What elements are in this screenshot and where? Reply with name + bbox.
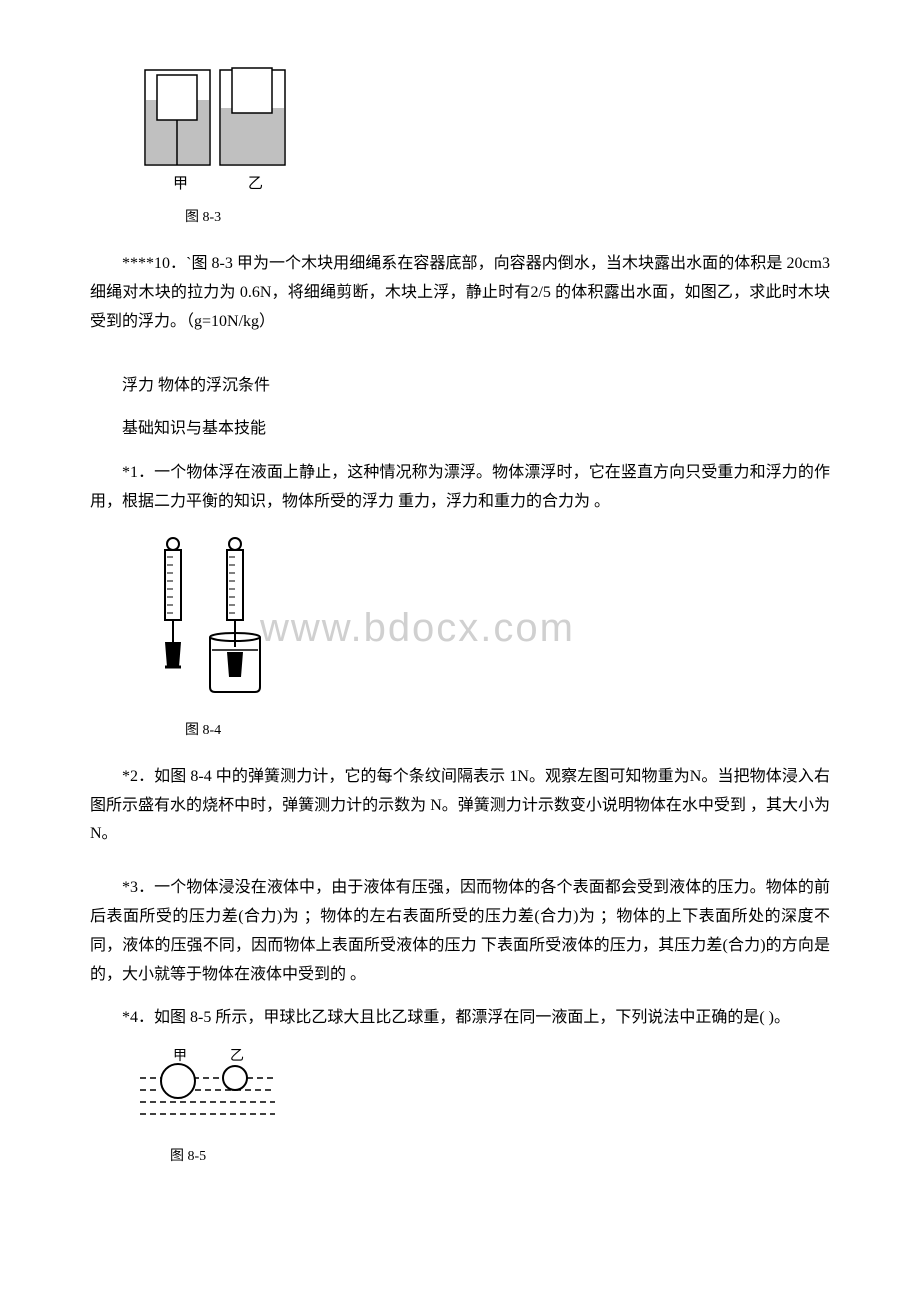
figure-8-4-caption: 图 8-4 [185,718,830,743]
question-4: *4．如图 8-5 所示，甲球比乙球大且比乙球重，都漂浮在同一液面上，下列说法中… [90,1004,830,1033]
figure-8-4-svg [135,532,305,702]
label-jia: 甲 [173,176,188,192]
question-2: *2．如图 8-4 中的弹簧测力计，它的每个条纹间隔表示 1N。观察左图可知物重… [90,763,830,849]
figure-8-3: 甲 乙 [135,60,830,200]
section-heading: 浮力 物体的浮沉条件 [90,372,830,401]
label-yi-8-5: 乙 [230,1048,244,1064]
question-10: ****10．`图 8-3 甲为一个木块用细绳系在容器底部，向容器内倒水，当木块… [90,250,830,336]
figure-8-5-svg: 甲 乙 [135,1048,285,1128]
document-content: 甲 乙 图 8-3 ****10．`图 8-3 甲为一个木块用细绳系在容器底部，… [90,60,830,1169]
figure-8-3-caption: 图 8-3 [185,205,830,230]
question-3: *3．一个物体浸没在液体中，由于液体有压强，因而物体的各个表面都会受到液体的压力… [90,874,830,989]
label-yi: 乙 [248,176,263,192]
figure-8-5: 甲 乙 [135,1048,830,1139]
figure-8-5-caption: 图 8-5 [170,1144,830,1169]
question-1: *1．一个物体浮在液面上静止，这种情况称为漂浮。物体漂浮时，它在竖直方向只受重力… [90,459,830,517]
label-jia-8-5: 甲 [173,1049,187,1064]
figure-8-3-svg: 甲 乙 [135,60,305,200]
sub-heading: 基础知识与基本技能 [90,415,830,444]
figure-8-4 [135,532,830,713]
